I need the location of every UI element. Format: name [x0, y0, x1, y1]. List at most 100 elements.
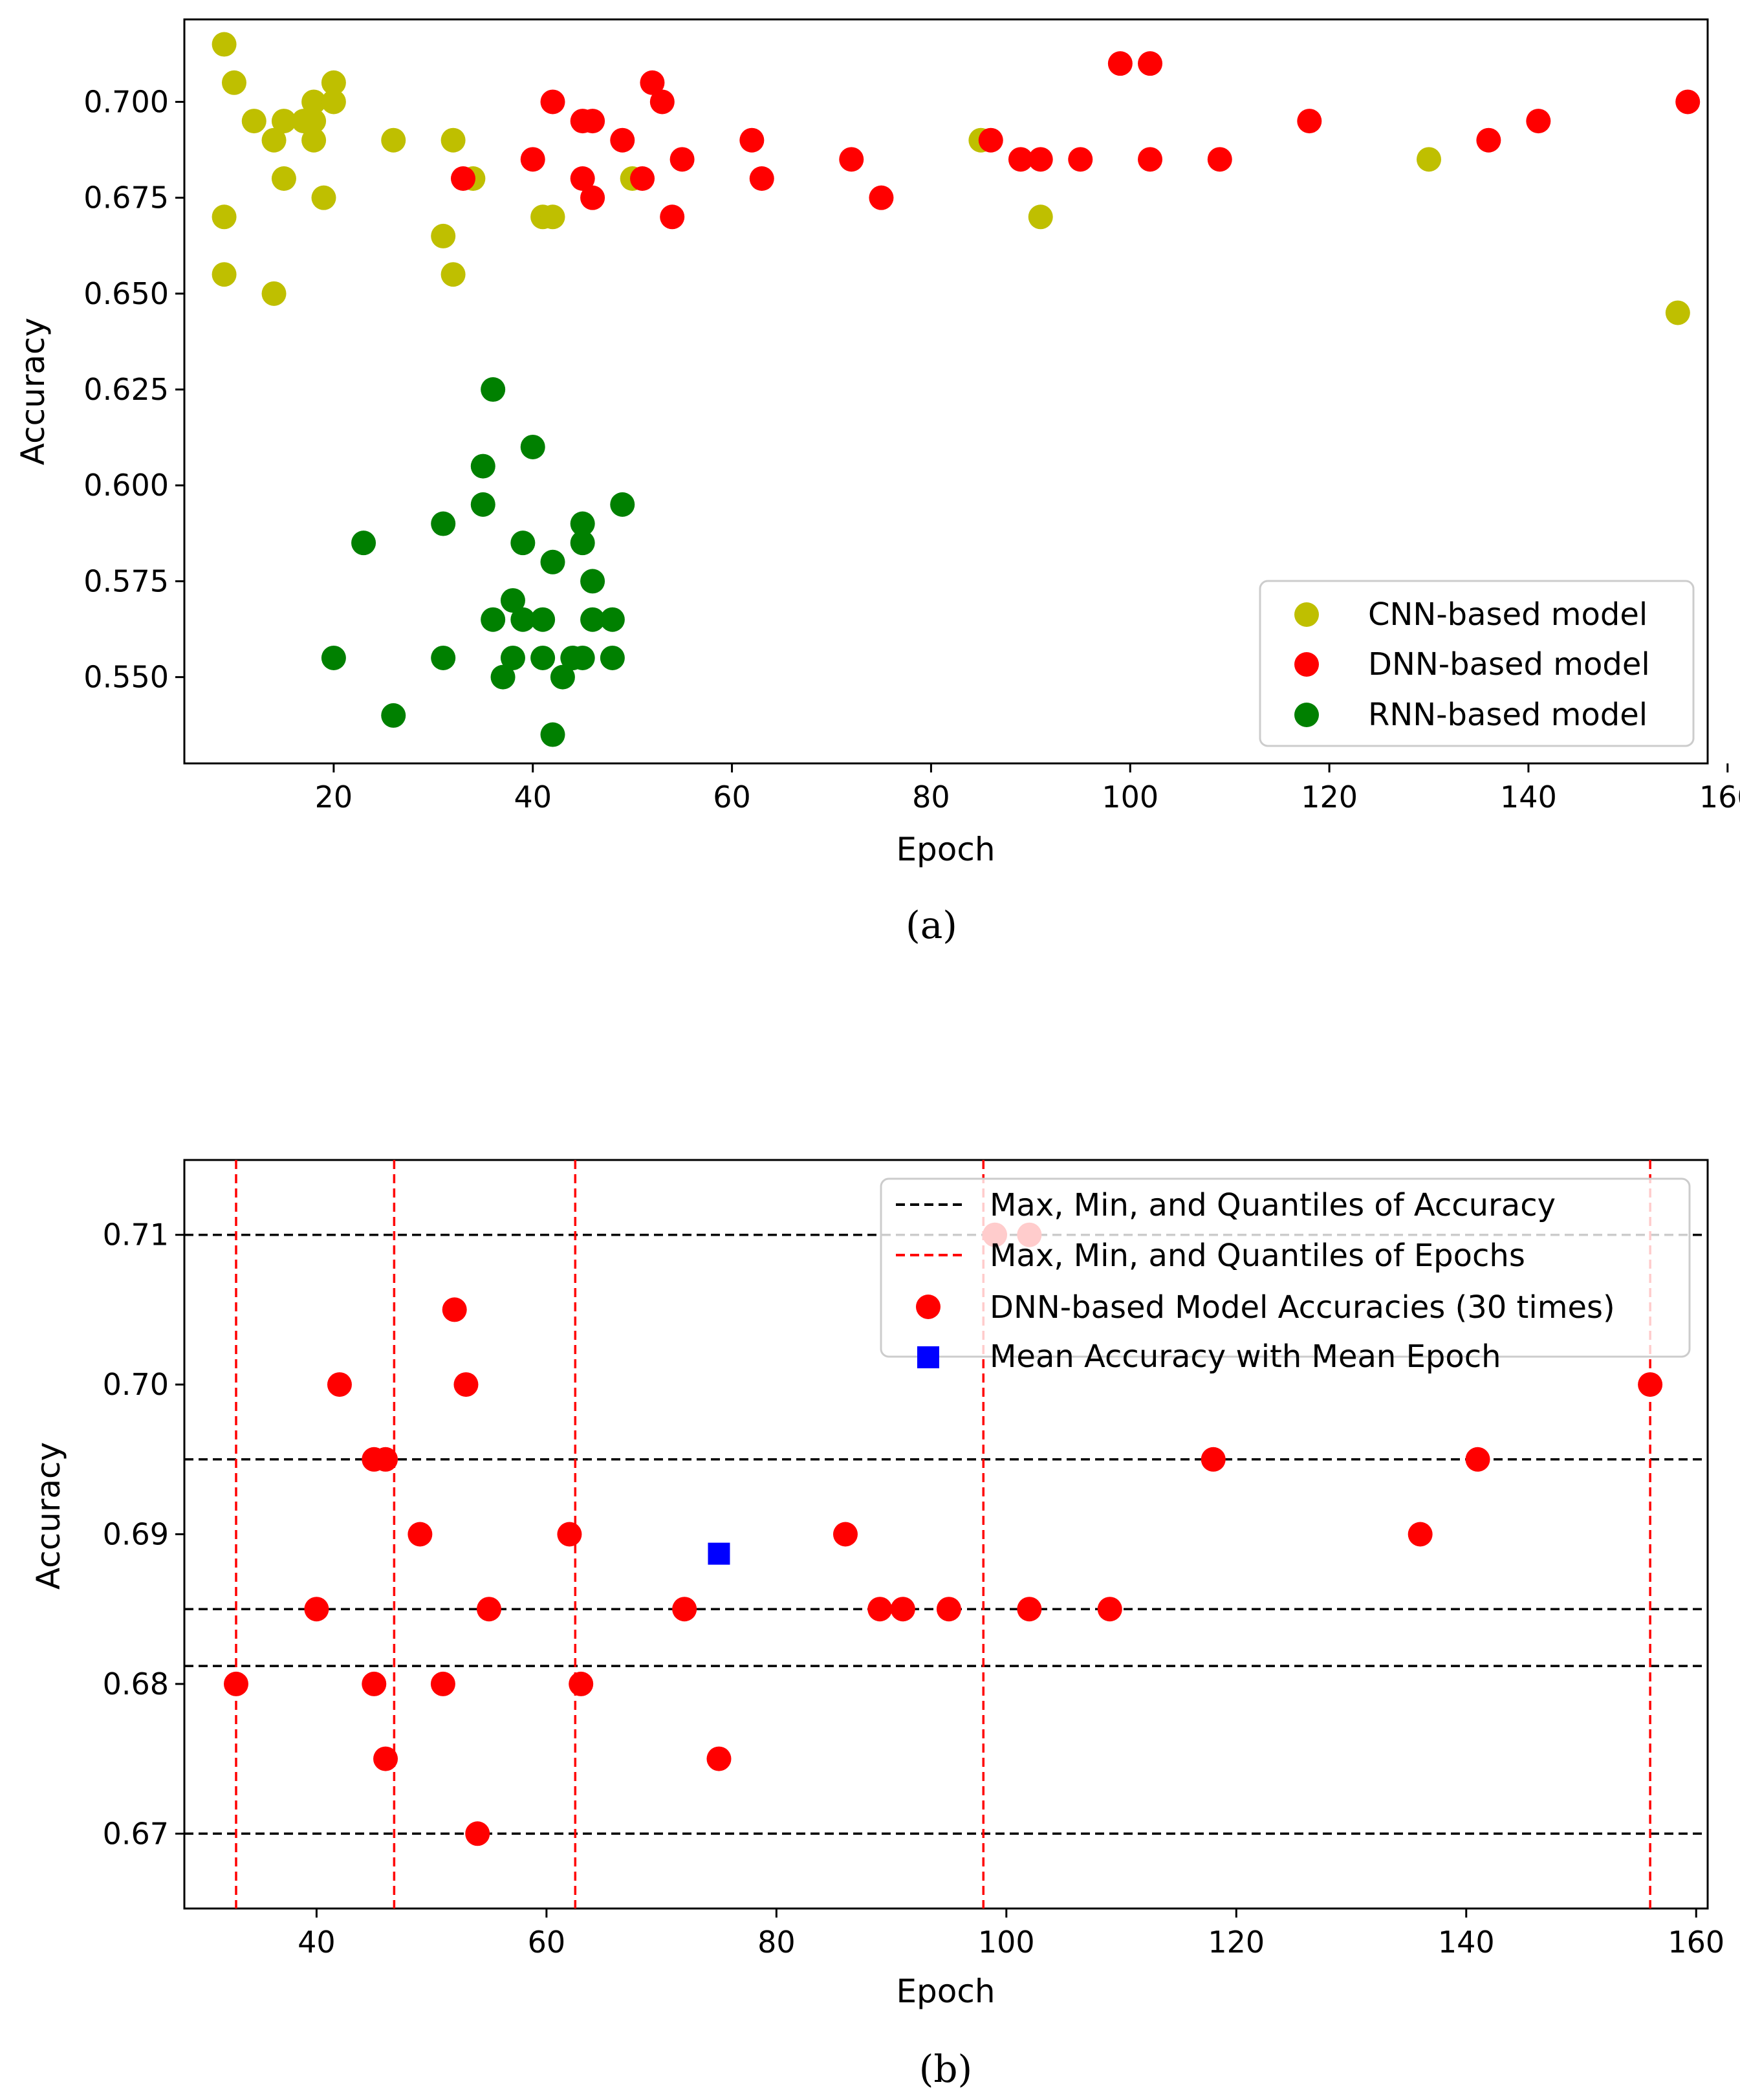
panel-a-x-label: Epoch [896, 831, 995, 868]
legend-label-dnn: DNN-based model [1368, 646, 1650, 683]
data-point-dnn-based-model [1138, 51, 1163, 76]
data-point-dnn-based-model [1675, 89, 1701, 115]
data-point-rnn-based-model [381, 703, 406, 728]
data-point-dnn-based-model [669, 147, 695, 172]
legend-marker-dnn-accuracies [916, 1295, 941, 1319]
data-point-dnn-based-model-accuracies-30-times [362, 1671, 387, 1696]
data-point-cnn-based-model [440, 262, 466, 287]
x-tick-label: 40 [514, 780, 552, 815]
panel-a-caption: (a) [906, 903, 957, 947]
x-tick-label: 140 [1500, 780, 1557, 815]
data-point-cnn-based-model [301, 109, 327, 134]
y-tick-label: 0.550 [83, 660, 169, 695]
data-point-dnn-based-model-accuracies-30-times [442, 1297, 467, 1322]
data-point-dnn-based-model-accuracies-30-times [304, 1597, 329, 1622]
data-point-cnn-based-model [271, 109, 296, 134]
panel-b-x-ticks: 40 60 80 100 120 140 160 [298, 1909, 1724, 1960]
panel-b-caption: (b) [919, 2047, 972, 2091]
y-tick-label: 0.700 [83, 84, 169, 119]
legend-label-dnn-accuracies: DNN-based Model Accuracies (30 times) [990, 1289, 1615, 1326]
data-point-dnn-based-model-accuracies-30-times [1465, 1447, 1490, 1472]
legend-label-epoch-lines: Max, Min, and Quantiles of Epochs [990, 1238, 1525, 1274]
data-point-cnn-based-model [221, 70, 246, 95]
data-point-dnn-based-model [630, 166, 655, 191]
data-point-rnn-based-model [470, 492, 495, 517]
data-point-dnn-based-model [1297, 109, 1322, 134]
data-point-rnn-based-model [530, 645, 556, 670]
data-point-rnn-based-model [510, 607, 536, 632]
data-point-rnn-based-model [580, 607, 605, 632]
data-point-dnn-based-model [839, 147, 864, 172]
data-point-dnn-based-model [610, 127, 635, 153]
legend-marker-cnn [1294, 602, 1319, 627]
panel-a-y-label: Accuracy [14, 318, 52, 465]
data-point-cnn-based-model [212, 32, 237, 57]
data-point-rnn-based-model [570, 645, 595, 670]
data-point-dnn-based-model [1207, 147, 1232, 172]
panel-b-y-label: Accuracy [30, 1442, 67, 1590]
y-tick-label: 0.675 [83, 180, 169, 215]
data-point-dnn-based-model-accuracies-30-times [327, 1372, 352, 1397]
legend-marker-mean [917, 1346, 939, 1368]
data-point-dnn-based-model [1068, 147, 1093, 172]
data-point-dnn-based-model [1107, 51, 1133, 76]
data-point-rnn-based-model [610, 492, 635, 517]
data-point-rnn-based-model [321, 645, 346, 670]
legend-label-cnn: CNN-based model [1368, 596, 1648, 633]
data-point-dnn-based-model [739, 127, 765, 153]
data-point-rnn-based-model [540, 549, 565, 574]
y-tick-label: 0.70 [103, 1367, 169, 1402]
x-tick-label: 60 [528, 1925, 566, 1960]
panel-a-points [212, 32, 1701, 747]
data-point-dnn-based-model-accuracies-30-times [1017, 1597, 1042, 1622]
x-tick-label: 100 [1102, 780, 1158, 815]
panel-a-legend: CNN-based model DNN-based model RNN-base… [1259, 580, 1695, 747]
data-point-rnn-based-model [530, 607, 556, 632]
data-point-dnn-based-model-accuracies-30-times [223, 1671, 248, 1696]
data-point-dnn-based-model [450, 166, 475, 191]
data-point-dnn-based-model [520, 147, 545, 172]
x-tick-label: 140 [1438, 1925, 1495, 1960]
data-point-cnn-based-model [1028, 204, 1053, 230]
data-point-rnn-based-model [570, 511, 595, 536]
data-point-dnn-based-model [869, 185, 894, 210]
y-tick-label: 0.67 [103, 1816, 169, 1851]
data-point-dnn-based-model-accuracies-30-times [373, 1746, 398, 1771]
data-point-cnn-based-model [321, 89, 346, 115]
data-point-dnn-based-model [540, 89, 565, 115]
data-point-rnn-based-model [490, 664, 516, 690]
data-point-rnn-based-model [500, 645, 525, 670]
y-tick-label: 0.625 [83, 372, 169, 407]
data-point-rnn-based-model [570, 530, 595, 556]
panel-b-legend: Max, Min, and Quantiles of Accuracy Max,… [880, 1177, 1691, 1375]
data-point-dnn-based-model [649, 89, 675, 115]
data-point-dnn-based-model [570, 166, 595, 191]
data-point-dnn-based-model-accuracies-30-times [936, 1597, 961, 1622]
data-point-cnn-based-model [271, 166, 296, 191]
x-tick-label: 20 [315, 780, 353, 815]
x-tick-label: 160 [1699, 780, 1740, 815]
data-point-cnn-based-model [1417, 147, 1442, 172]
y-tick-label: 0.69 [103, 1517, 169, 1552]
data-point-dnn-based-model [640, 70, 665, 95]
data-point-rnn-based-model [580, 569, 605, 594]
x-tick-label: 80 [912, 780, 950, 815]
data-point-rnn-based-model [540, 722, 565, 747]
legend-marker-dnn [1294, 652, 1319, 677]
x-tick-label: 160 [1668, 1925, 1724, 1960]
data-point-rnn-based-model [431, 511, 456, 536]
panel-b-legend-box [880, 1177, 1691, 1358]
data-point-rnn-based-model [510, 530, 536, 556]
data-point-cnn-based-model [301, 127, 327, 153]
data-point-cnn-based-model [241, 109, 266, 134]
data-point-rnn-based-model [481, 377, 506, 402]
data-point-dnn-based-model-accuracies-30-times [373, 1447, 398, 1472]
data-point-rnn-based-model [431, 645, 456, 670]
data-point-rnn-based-model [600, 607, 625, 632]
data-point-dnn-based-model [978, 127, 1003, 153]
data-point-rnn-based-model [600, 645, 625, 670]
data-point-cnn-based-model [540, 204, 565, 230]
data-point-cnn-based-model [1665, 300, 1690, 325]
data-point-dnn-based-model-accuracies-30-times [408, 1522, 433, 1547]
